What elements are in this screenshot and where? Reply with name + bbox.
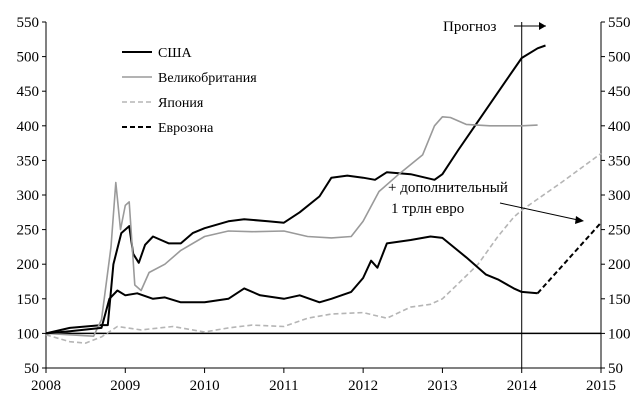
series-line-usa bbox=[45, 44, 546, 335]
y-tick-label-left: 300 bbox=[17, 188, 40, 204]
x-tick-label: 2015 bbox=[586, 378, 616, 394]
legend-label-japan: Япония bbox=[158, 96, 204, 111]
y-tick-label-right: 300 bbox=[608, 188, 631, 204]
x-tick-label: 2014 bbox=[507, 378, 538, 394]
series-line-uk bbox=[45, 116, 538, 337]
series-line-eurozone bbox=[45, 235, 538, 335]
series-layer bbox=[45, 44, 602, 344]
x-tick-label: 2012 bbox=[348, 378, 378, 394]
y-tick-label-right: 500 bbox=[608, 50, 631, 66]
series-line-japan bbox=[45, 152, 602, 344]
legend-label-eurozone: Еврозона bbox=[158, 121, 214, 136]
ecb-note-line-1: + дополнительный bbox=[388, 180, 508, 196]
x-tick-label: 2013 bbox=[427, 378, 457, 394]
x-tick-label: 2008 bbox=[31, 378, 61, 394]
legend: США Великобритания Япония Еврозона bbox=[122, 46, 257, 136]
forecast-label: Прогноз bbox=[443, 19, 497, 35]
y-tick-label-left: 150 bbox=[17, 292, 40, 308]
y-tick-label-right: 450 bbox=[608, 84, 631, 100]
axes: 50 50 100 100 150 150 200 200 250 250 300 300 350 350… bbox=[17, 15, 631, 394]
y-tick-label-left: 400 bbox=[17, 119, 40, 135]
y-tick-label-right: 100 bbox=[608, 326, 631, 342]
forecast-arrow-head bbox=[539, 22, 546, 30]
ecb-note-line-2: 1 трлн евро bbox=[391, 201, 464, 217]
ecb-arrow-head bbox=[575, 216, 584, 224]
x-tick-label: 2009 bbox=[110, 378, 140, 394]
y-tick-label-right: 400 bbox=[608, 119, 631, 135]
y-tick-label-left: 200 bbox=[17, 257, 40, 273]
y-tick-label-left: 50 bbox=[24, 361, 39, 377]
x-tick-label: 2011 bbox=[269, 378, 298, 394]
x-tick-label: 2010 bbox=[190, 378, 220, 394]
y-tick-label-right: 200 bbox=[608, 257, 631, 273]
y-tick-label-right: 550 bbox=[608, 15, 631, 31]
y-tick-label-right: 350 bbox=[608, 153, 631, 169]
y-tick-label-left: 250 bbox=[17, 223, 40, 239]
y-tick-label-left: 350 bbox=[17, 153, 40, 169]
y-tick-label-right: 250 bbox=[608, 223, 631, 239]
legend-label-uk: Великобритания bbox=[158, 71, 257, 86]
series-forecast-eurozone bbox=[536, 222, 602, 294]
y-tick-label-left: 100 bbox=[17, 326, 40, 342]
y-tick-label-left: 450 bbox=[17, 84, 40, 100]
ecb-arrow-line bbox=[499, 202, 579, 221]
annotations: Прогноз + дополнительный 1 трлн евро bbox=[388, 19, 584, 224]
y-tick-label-left: 500 bbox=[17, 50, 40, 66]
legend-label-usa: США bbox=[158, 46, 192, 61]
y-tick-label-right: 50 bbox=[608, 361, 623, 377]
y-tick-label-left: 550 bbox=[17, 15, 40, 31]
y-tick-label-right: 150 bbox=[608, 292, 631, 308]
